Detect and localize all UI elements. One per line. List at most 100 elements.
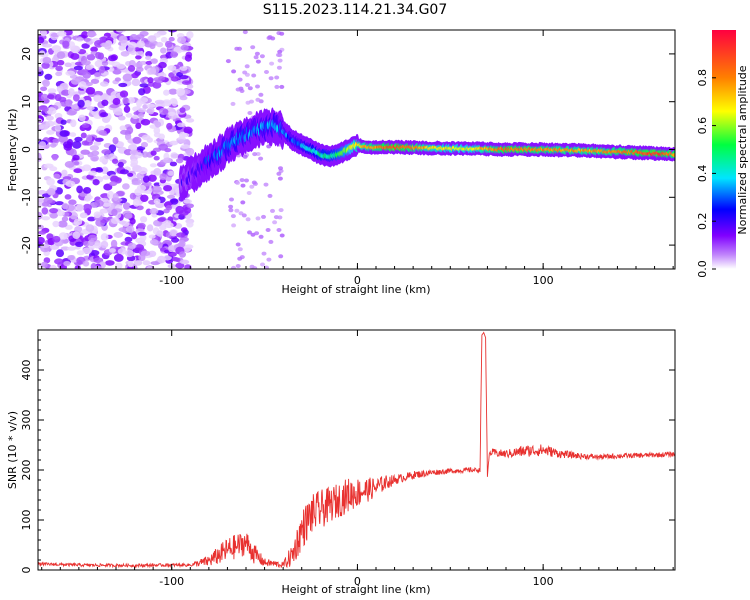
snr-y-axis-label: SNR (10 * v/v): [6, 411, 19, 489]
spectrogram-cell: [118, 45, 126, 51]
spectrogram-cell: [147, 174, 157, 182]
spectrogram-cell: [234, 46, 240, 51]
spectrogram-cell: [186, 203, 194, 209]
spectrogram-cell: [114, 77, 122, 82]
spectrogram-cell: [40, 93, 49, 101]
spectrogram-cell: [254, 231, 260, 236]
spectrogram-cell: [79, 212, 88, 219]
spectrogram-cell: [49, 166, 58, 172]
spectrogram-cell: [267, 193, 273, 198]
spectrogram-cell: [140, 141, 149, 148]
spectrogram-cell: [179, 107, 186, 113]
spectrogram-cell: [83, 100, 92, 107]
spectrogram-cell: [228, 208, 234, 213]
spectrogram-cell: [171, 237, 180, 243]
spectrogram-cell: [140, 194, 149, 203]
spectrogram-cell: [83, 196, 91, 202]
spectrogram-cell: [52, 220, 60, 228]
spectrogram-cell: [112, 97, 121, 106]
spectrogram-cell: [41, 216, 51, 221]
spectrogram-cell: [152, 81, 162, 89]
spectrogram-cell: [132, 198, 140, 207]
spectrogram-cell: [56, 85, 64, 93]
spectrogram-cell: [235, 180, 241, 185]
spectrogram-cell: [139, 97, 149, 103]
spectrogram-cell: [124, 236, 133, 243]
spectrogram-cell: [176, 139, 187, 144]
spectrogram-cell: [145, 55, 152, 60]
spectrogram-cell: [118, 220, 127, 225]
spectrogram-cell: [168, 36, 175, 42]
spectrogram-cell: [82, 260, 90, 267]
spectrogram-cell: [63, 260, 71, 267]
spectrogram-cell: [41, 62, 50, 69]
spectrogram-cell: [174, 257, 181, 262]
spectrogram-cell: [260, 262, 265, 267]
y-tick-label: 0: [20, 146, 33, 153]
spectrogram-cell: [186, 84, 194, 89]
spectrogram-cell: [69, 148, 77, 157]
spectrogram-cell: [86, 134, 93, 143]
spectrogram-cell: [186, 221, 194, 228]
spectrogram-cell: [104, 42, 112, 50]
spectrogram-cell: [82, 247, 92, 254]
spectrogram-cell: [158, 61, 167, 69]
spectrogram-cell: [40, 86, 48, 92]
colorbar-label: Normalized spectral amplitude: [736, 65, 749, 234]
spectrogram-cell: [82, 164, 92, 172]
spectrogram-cell: [167, 170, 175, 176]
spectrogram-cell: [249, 99, 254, 104]
spectrogram-cell: [41, 261, 48, 268]
spectrogram-cell: [235, 87, 241, 92]
spectrogram-cell: [156, 230, 164, 237]
spectrogram-cell: [61, 216, 69, 222]
spectrogram-cell: [100, 240, 109, 249]
spectrogram-cell: [72, 231, 81, 239]
spectrogram-cell: [276, 65, 282, 70]
spectrogram-cell: [55, 71, 63, 77]
spectrogram-cell: [268, 76, 274, 81]
spectrogram-cell: [277, 176, 283, 181]
spectrogram-cell: [76, 185, 83, 194]
spectrogram-cell: [54, 258, 64, 265]
spectrogram-cell: [46, 187, 56, 196]
spectrogram-cell: [237, 247, 243, 252]
spectrogram-cell: [176, 87, 186, 96]
spectrogram-cell: [51, 154, 58, 161]
spectrogram-cell: [99, 81, 109, 87]
spectrogram-cell: [137, 112, 145, 118]
spectrogram-cell: [279, 84, 285, 89]
spectrogram-cell: [255, 59, 261, 64]
spectrogram-cell: [74, 136, 83, 142]
spectrogram-cell: [139, 234, 147, 242]
spectrogram-cell: [95, 51, 102, 59]
spectrogram-cell: [147, 35, 157, 43]
spectrogram-cell: [82, 187, 92, 194]
spectrogram-cell: [38, 36, 45, 44]
spectrogram-cell: [146, 224, 154, 232]
spectrogram-cell: [93, 257, 104, 264]
spectrogram-cell: [125, 225, 135, 233]
spectrogram-cell: [229, 197, 234, 202]
spectrogram-cell: [93, 94, 102, 103]
spectrogram-cell: [86, 54, 96, 61]
spectrogram-cell: [80, 132, 87, 139]
spectrogram-cell: [237, 77, 243, 82]
spectrogram-cell: [168, 111, 176, 117]
spectrogram-cell: [74, 225, 83, 233]
spectrogram-cell: [83, 241, 90, 247]
spectrogram-cell: [158, 76, 166, 81]
spectrogram-cell: [101, 149, 112, 155]
spectrogram-cell: [277, 49, 283, 54]
spectrogram-cell: [85, 224, 95, 232]
spectrogram-cell: [93, 211, 101, 219]
spectrogram-cell: [252, 152, 258, 157]
spectrogram-cell: [168, 88, 178, 95]
spectrogram-cell: [255, 97, 261, 102]
spectrogram-cell: [169, 229, 178, 237]
spectrogram-cell: [73, 161, 80, 166]
spectrogram-cell: [49, 143, 57, 148]
spectrogram-cell: [180, 144, 191, 149]
